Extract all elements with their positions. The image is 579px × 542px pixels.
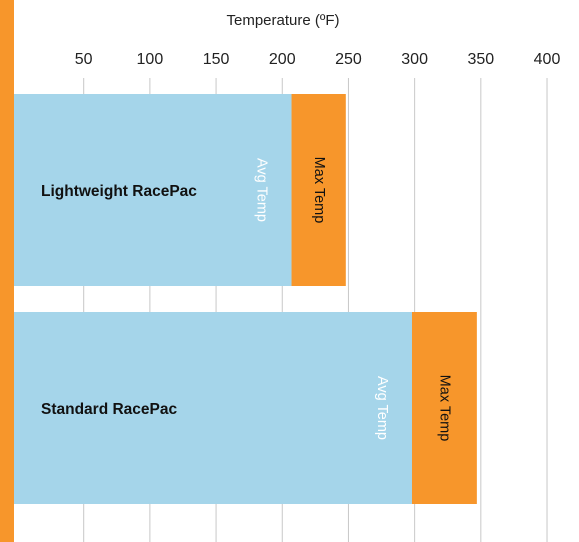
segment-label-max-temp: Max Temp — [437, 375, 453, 442]
x-tick-label: 250 — [335, 51, 362, 68]
x-tick-label: 350 — [467, 51, 494, 68]
x-tick-label: 100 — [137, 51, 164, 68]
x-tick-label: 200 — [269, 51, 296, 68]
left-accent-bar — [0, 0, 14, 542]
segment-label-avg-temp: Avg Temp — [254, 158, 270, 222]
x-axis-title: Temperature (ºF) — [226, 12, 339, 29]
x-tick-label: 400 — [534, 51, 561, 68]
bar-avg-temp — [14, 94, 292, 286]
bars: Lightweight RacePac Avg Temp Max Temp Stand… — [14, 94, 477, 504]
x-tick-label: 300 — [401, 51, 428, 68]
bar-max-temp — [291, 94, 346, 286]
category-label: Standard RacePac — [41, 401, 177, 418]
bar-max-temp — [411, 312, 477, 504]
x-axis-ticks: 50 100 150 200 250 300 350 400 — [75, 51, 561, 68]
bar-avg-temp — [14, 312, 412, 504]
segment-label-avg-temp: Avg Temp — [374, 376, 390, 440]
x-tick-label: 150 — [203, 51, 230, 68]
x-tick-label: 50 — [75, 51, 93, 68]
segment-label-max-temp: Max Temp — [311, 157, 327, 224]
category-label: Lightweight RacePac — [41, 183, 197, 200]
